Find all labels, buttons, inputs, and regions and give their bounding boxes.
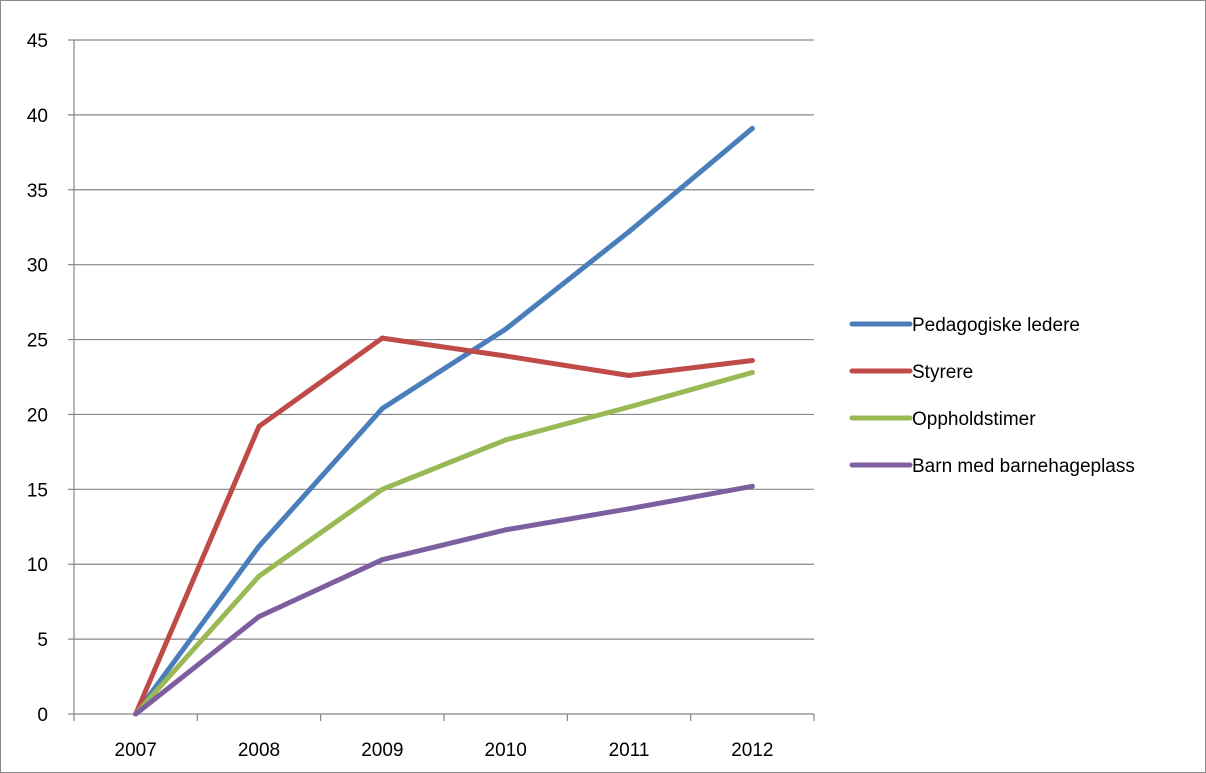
y-tick-label: 15 (27, 480, 48, 501)
data-point (256, 573, 262, 579)
data-point (379, 405, 385, 411)
data-point (503, 437, 509, 443)
series-lines (133, 125, 755, 717)
series-line (133, 483, 755, 717)
data-point (379, 335, 385, 341)
data-point (256, 543, 262, 549)
legend: Pedagogiske ledere Styrere Oppholdstimer Ba… (849, 315, 1135, 477)
y-tick-label: 0 (37, 705, 48, 726)
data-point (749, 358, 755, 364)
x-tick-label: 2009 (361, 740, 403, 761)
y-tick-label: 10 (27, 555, 48, 576)
data-point (503, 353, 509, 359)
data-point (379, 486, 385, 492)
series-line (133, 370, 755, 717)
gridlines (74, 39, 814, 640)
data-point (749, 483, 755, 489)
data-point (626, 229, 632, 235)
legend-label: Oppholdstimer (912, 409, 1036, 430)
data-point (379, 557, 385, 563)
y-tick-label: 25 (27, 331, 48, 352)
y-tick-label: 35 (27, 181, 48, 202)
y-tick-label: 45 (27, 31, 48, 52)
axes: 0 5 10 15 20 25 30 35 40 45 2007 2008 2009 2010 2011 20… (27, 31, 815, 761)
y-tick-label: 5 (37, 630, 48, 651)
data-point (503, 326, 509, 332)
x-tick-label: 2007 (115, 740, 157, 761)
y-tick-label: 20 (27, 405, 48, 426)
legend-label: Pedagogiske ledere (912, 315, 1080, 336)
x-tick-label: 2012 (731, 740, 773, 761)
data-point (749, 125, 755, 131)
data-point (503, 527, 509, 533)
x-tick-label: 2010 (485, 740, 527, 761)
data-point (256, 614, 262, 620)
series-line (133, 335, 755, 717)
series-line (133, 125, 755, 717)
x-tick-label: 2011 (609, 740, 650, 761)
data-point (133, 711, 139, 717)
legend-label: Styrere (912, 362, 973, 383)
data-point (749, 370, 755, 376)
x-tick-label: 2008 (238, 740, 280, 761)
data-point (626, 404, 632, 410)
y-tick-label: 30 (27, 256, 48, 277)
data-point (626, 373, 632, 379)
data-point (626, 506, 632, 512)
data-point (256, 423, 262, 429)
y-tick-label: 40 (27, 106, 48, 127)
legend-label: Barn med barnehageplass (912, 456, 1135, 477)
